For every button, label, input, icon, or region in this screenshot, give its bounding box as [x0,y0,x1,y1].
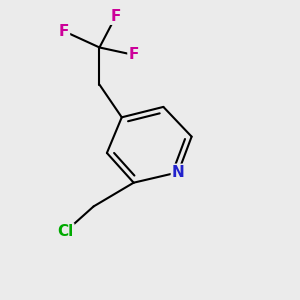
Text: N: N [172,165,184,180]
Text: F: F [128,47,139,62]
Text: F: F [58,24,69,39]
Text: F: F [111,9,121,24]
Text: Cl: Cl [57,224,74,239]
